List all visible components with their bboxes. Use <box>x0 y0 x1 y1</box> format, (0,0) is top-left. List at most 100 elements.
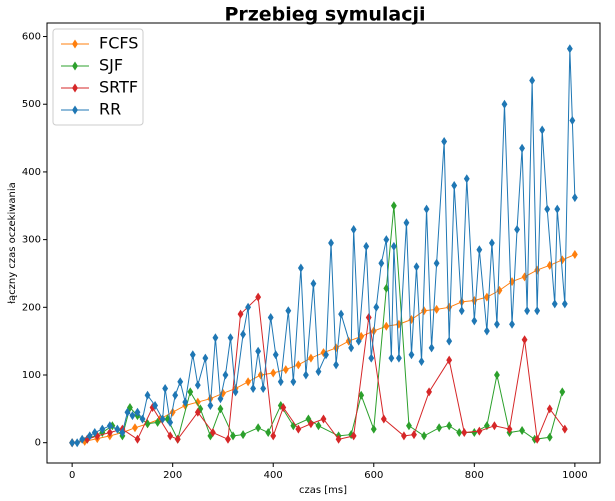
y-tick-label: 500 <box>22 99 41 110</box>
data-point <box>529 76 536 86</box>
data-point <box>521 335 528 345</box>
data-point <box>134 407 141 417</box>
data-point <box>217 404 224 414</box>
series <box>69 201 566 448</box>
data-point <box>74 438 81 448</box>
legend-label: FCFS <box>99 34 138 53</box>
data-point <box>501 99 508 109</box>
data-point <box>255 423 262 433</box>
data-point <box>483 292 490 302</box>
data-point <box>333 360 339 370</box>
data-point <box>240 430 246 440</box>
data-point <box>418 356 425 366</box>
data-point <box>559 387 566 397</box>
data-point <box>106 428 113 438</box>
data-point <box>267 312 274 322</box>
data-point <box>260 384 267 394</box>
data-point <box>488 238 495 248</box>
data-point <box>350 224 357 234</box>
data-point <box>187 387 194 397</box>
data-point <box>554 204 561 214</box>
data-point <box>494 370 500 380</box>
plot-frame <box>46 22 601 464</box>
data-point <box>225 434 231 444</box>
data-point <box>421 306 427 316</box>
data-point <box>509 319 515 329</box>
data-point <box>406 421 412 431</box>
x-tick-label: 800 <box>465 470 484 481</box>
data-point <box>212 333 219 343</box>
data-point <box>355 336 362 346</box>
data-point <box>285 306 292 316</box>
data-point <box>227 333 234 343</box>
y-tick-label: 0 <box>35 438 41 449</box>
data-point <box>245 377 252 387</box>
data-point <box>411 430 417 440</box>
data-point <box>182 397 189 407</box>
data-point <box>383 235 390 245</box>
data-point <box>546 432 553 442</box>
data-point <box>395 353 402 363</box>
data-point <box>237 309 244 319</box>
data-point <box>119 428 126 438</box>
data-point <box>403 218 410 228</box>
data-point <box>232 387 239 397</box>
data-point <box>320 414 327 424</box>
chart-title: Przebieg symulacji <box>224 4 425 26</box>
data-point <box>390 241 397 251</box>
data-point <box>571 250 578 260</box>
data-point <box>255 346 262 356</box>
data-point <box>207 400 214 410</box>
y-axis-label: łączny czas oczekiwania <box>7 182 18 304</box>
data-point <box>134 434 141 444</box>
data-point <box>476 245 483 255</box>
data-point <box>365 312 372 322</box>
data-point <box>534 306 541 316</box>
legend-label: SRTF <box>99 78 138 97</box>
y-tick-label: 400 <box>22 167 41 178</box>
data-point <box>172 390 179 400</box>
legend-box <box>52 28 144 126</box>
data-point <box>446 302 453 312</box>
x-tick-label: 0 <box>69 470 75 481</box>
data-point <box>413 262 420 272</box>
legend-marker <box>72 105 78 115</box>
data-point <box>463 174 470 184</box>
data-point <box>390 201 397 211</box>
data-point <box>282 365 289 375</box>
data-point <box>209 428 216 438</box>
data-point <box>315 367 322 377</box>
data-point <box>290 377 297 387</box>
data-point <box>335 434 342 444</box>
data-point <box>217 394 224 404</box>
data-point <box>152 400 159 410</box>
data-point <box>380 414 387 424</box>
legend-label: SJF <box>99 56 123 75</box>
data-point <box>546 404 553 414</box>
data-point <box>363 241 370 251</box>
data-point <box>441 136 448 146</box>
data-point <box>534 434 541 444</box>
data-point <box>561 424 568 434</box>
data-point <box>383 283 390 293</box>
y-tick-label: 600 <box>22 32 41 43</box>
data-point <box>189 350 196 360</box>
data-point <box>428 343 435 353</box>
data-point <box>295 360 302 370</box>
data-point <box>245 302 252 312</box>
data-point <box>491 421 498 431</box>
data-point <box>476 426 483 436</box>
data-point <box>265 428 272 438</box>
legend: FCFS SJF SRTF RR <box>52 28 144 126</box>
data-point <box>297 263 304 273</box>
data-point <box>114 424 121 434</box>
data-point <box>302 370 309 380</box>
data-point <box>308 419 314 429</box>
data-point <box>401 431 407 441</box>
data-point <box>328 238 334 248</box>
data-point <box>144 419 151 429</box>
data-point <box>483 421 490 431</box>
data-point <box>169 407 176 417</box>
data-point <box>471 428 478 438</box>
